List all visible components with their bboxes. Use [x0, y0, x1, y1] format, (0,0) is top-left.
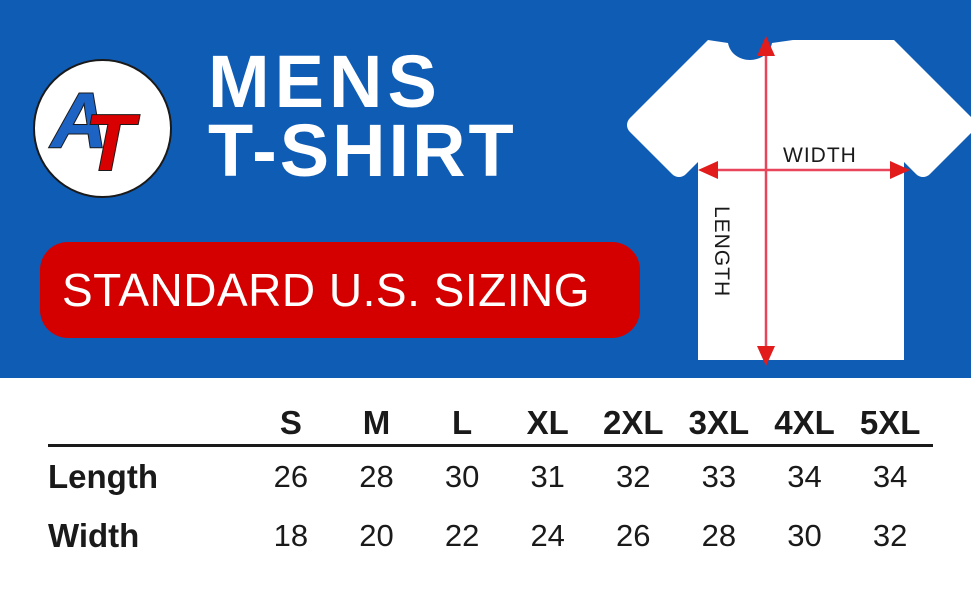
size-header-m: M	[362, 404, 391, 441]
length-value-4xl: 34	[787, 458, 822, 494]
size-header-l: L	[451, 404, 473, 441]
length-value-3xl: 33	[701, 458, 737, 494]
size-header-corner	[48, 390, 248, 446]
size-header-3xl: 3XL	[688, 404, 750, 441]
tshirt-illustration	[627, 36, 971, 366]
table-row: Width 18 20 22 24 26 28 30 32	[48, 506, 933, 565]
size-header-xl: XL	[526, 404, 569, 441]
page-title-line-2: T-SHIRT	[208, 108, 517, 192]
size-table-body: Length 26 28 30 31 32 33 34 34 Width 18 …	[48, 446, 933, 566]
size-header-row: S M L XL 2XL 3XL 4XL 5XL	[48, 390, 933, 446]
width-arrow	[698, 161, 910, 179]
logo-circle-shape	[33, 59, 172, 198]
size-header-4xl: 4XL	[774, 404, 835, 441]
width-dimension-label: WIDTH	[783, 144, 857, 167]
length-dimension-label: LENGTH	[710, 206, 733, 298]
length-arrow	[757, 36, 775, 366]
tshirt-body-shape	[627, 40, 971, 360]
size-header-5xl: 5XL	[859, 404, 921, 441]
size-header-2xl: 2XL	[603, 404, 664, 441]
size-header-s: S	[279, 404, 302, 441]
width-value-m: 20	[359, 517, 394, 553]
page-title-line-1: MENS	[208, 40, 442, 123]
size-table: S M L XL 2XL 3XL 4XL 5XL Length 26 28 30…	[48, 390, 933, 565]
tshirt-diagram: WIDTH LENGTH	[620, 20, 971, 378]
length-value-xl: 31	[530, 458, 565, 494]
brand-logo: A T	[33, 59, 172, 198]
length-value-s: 26	[273, 458, 309, 494]
logo-letter-a: A	[50, 76, 108, 164]
size-table-section: S M L XL 2XL 3XL 4XL 5XL Length 26 28 30…	[0, 378, 971, 603]
width-value-3xl: 28	[701, 517, 737, 553]
table-row: Length 26 28 30 31 32 33 34 34	[48, 446, 933, 507]
row-label-width: Width	[48, 516, 140, 554]
width-value-4xl: 30	[787, 517, 822, 553]
width-value-2xl: 26	[616, 517, 651, 553]
width-value-xl: 24	[530, 517, 565, 553]
width-value-s: 18	[273, 517, 309, 553]
width-value-5xl: 32	[872, 517, 908, 553]
sizing-banner: STANDARD U.S. SIZING	[40, 242, 640, 338]
logo-letter-t: T	[84, 98, 135, 187]
length-value-l: 30	[444, 458, 480, 494]
row-label-length: Length	[48, 457, 158, 495]
length-value-m: 28	[359, 458, 394, 494]
sizing-banner-label: STANDARD U.S. SIZING	[62, 264, 590, 316]
length-value-5xl: 34	[872, 458, 908, 494]
page-title: MENS T-SHIRT	[208, 45, 517, 192]
header-panel: A T MENS T-SHIRT STANDARD U.S. SIZING	[0, 0, 971, 378]
length-value-2xl: 32	[616, 458, 651, 494]
logo-letters: A T	[33, 59, 172, 198]
width-value-l: 22	[444, 517, 480, 553]
size-table-head: S M L XL 2XL 3XL 4XL 5XL	[48, 390, 933, 446]
